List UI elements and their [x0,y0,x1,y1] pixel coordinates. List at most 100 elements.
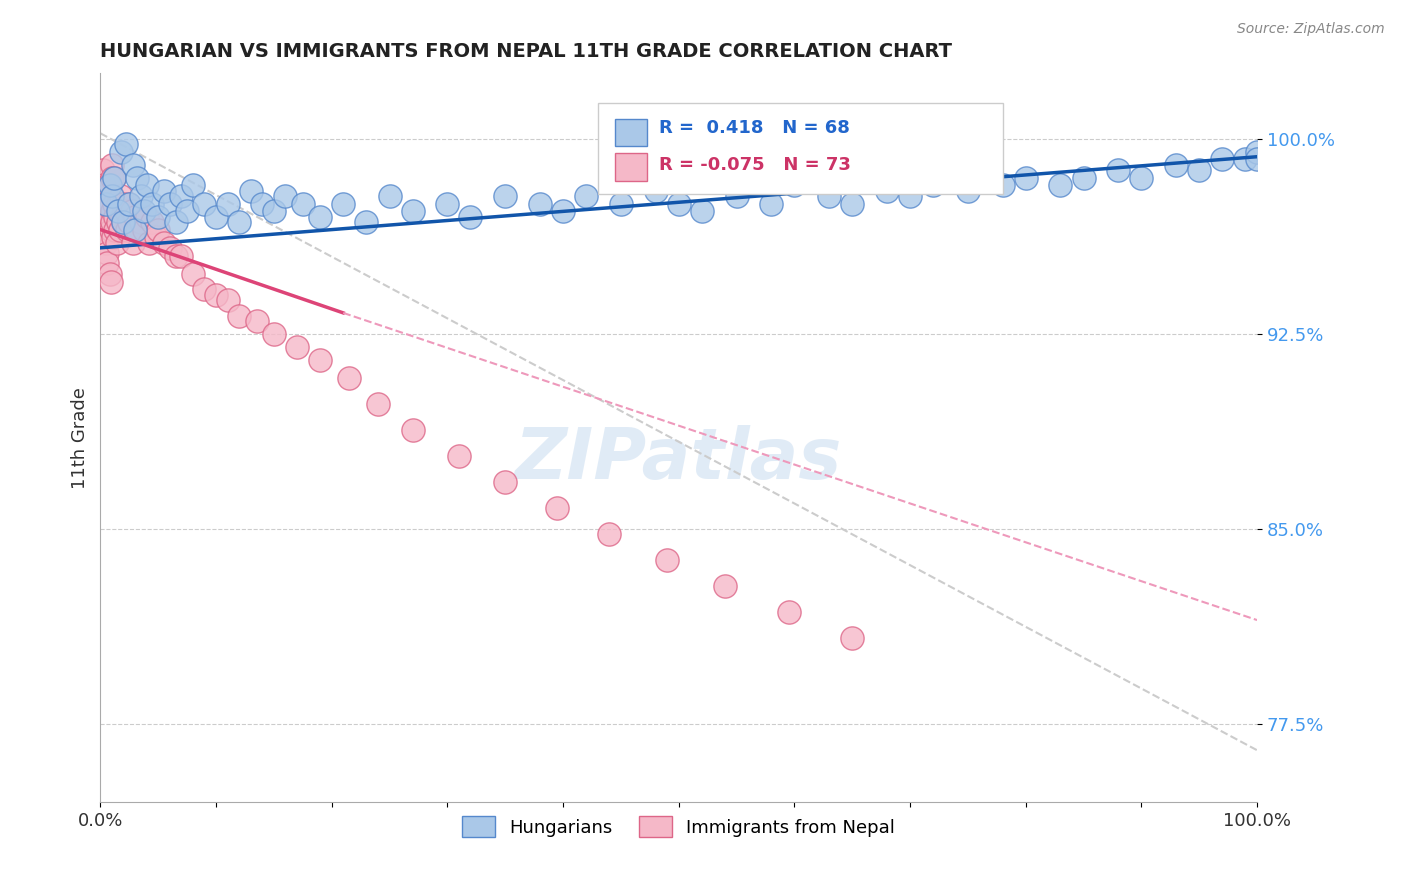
Point [118,215,141,229]
Point [170,249,193,263]
Point [153,235,176,250]
Point [127,170,149,185]
Point [94,188,117,202]
Point [1015,170,1038,185]
Point [898,188,921,202]
Point [205,287,228,301]
Text: HUNGARIAN VS IMMIGRANTS FROM NEPAL 11TH GRADE CORRELATION CHART: HUNGARIAN VS IMMIGRANTS FROM NEPAL 11TH … [100,42,952,61]
Point [291,196,314,211]
Point [134,222,156,236]
Point [176,204,198,219]
Bar [614,119,648,146]
Point [228,309,250,323]
Point [551,204,574,219]
Point [107,215,129,229]
Point [1130,170,1153,185]
Point [118,196,141,211]
Point [141,215,163,229]
Point [356,215,378,229]
Point [876,184,898,198]
Point [115,222,138,236]
Point [121,235,143,250]
Point [494,188,516,202]
Point [138,235,160,250]
Point [110,188,132,202]
Point [436,196,458,211]
Bar [614,153,648,180]
Point [193,283,215,297]
Point [378,188,401,202]
FancyBboxPatch shape [598,103,1002,194]
Point [94,222,117,236]
Point [991,178,1014,193]
Point [101,215,124,229]
Point [401,423,423,437]
Y-axis label: 11th Grade: 11th Grade [72,387,89,489]
Point [205,210,228,224]
Point [610,196,633,211]
Point [134,204,156,219]
Point [104,222,127,236]
Point [181,178,204,193]
Point [94,196,117,211]
Point [100,222,122,236]
Point [447,449,470,463]
Point [104,210,127,224]
Point [93,178,115,193]
Point [107,204,129,219]
Text: R = -0.075   N = 73: R = -0.075 N = 73 [659,155,851,174]
Point [110,145,132,159]
Point [135,210,157,224]
Point [217,196,239,211]
Point [228,215,250,229]
Point [98,210,121,224]
Point [252,196,274,211]
Point [111,210,134,224]
Point [714,579,737,593]
Point [129,188,152,202]
Point [98,178,121,193]
Point [97,178,120,193]
Point [165,249,187,263]
Point [546,501,568,516]
Legend: Hungarians, Immigrants from Nepal: Hungarians, Immigrants from Nepal [456,809,903,844]
Point [96,256,118,270]
Point [112,215,135,229]
Point [100,275,122,289]
Point [159,241,181,255]
Point [101,204,124,219]
Point [112,215,135,229]
Point [818,188,841,202]
Point [841,632,863,646]
Point [170,188,193,202]
Point [529,196,551,211]
Point [107,196,129,211]
Point [1246,145,1268,159]
Point [332,196,354,211]
Point [101,170,124,185]
Point [108,222,131,236]
Point [1246,153,1268,167]
Point [460,210,482,224]
Point [1164,157,1187,171]
Text: R =  0.418   N = 68: R = 0.418 N = 68 [659,120,849,137]
Point [1211,153,1233,167]
Point [114,136,136,151]
Point [121,204,143,219]
Point [159,196,181,211]
Point [101,188,124,202]
Point [1188,162,1211,177]
Point [1107,162,1129,177]
Point [337,371,360,385]
Point [217,293,239,307]
Point [1049,178,1071,193]
Point [135,178,157,193]
Point [124,210,146,224]
Point [112,196,135,211]
Point [148,210,170,224]
Text: Source: ZipAtlas.com: Source: ZipAtlas.com [1237,22,1385,37]
Point [598,527,620,541]
Point [101,230,124,244]
Point [94,204,117,219]
Point [97,196,120,211]
